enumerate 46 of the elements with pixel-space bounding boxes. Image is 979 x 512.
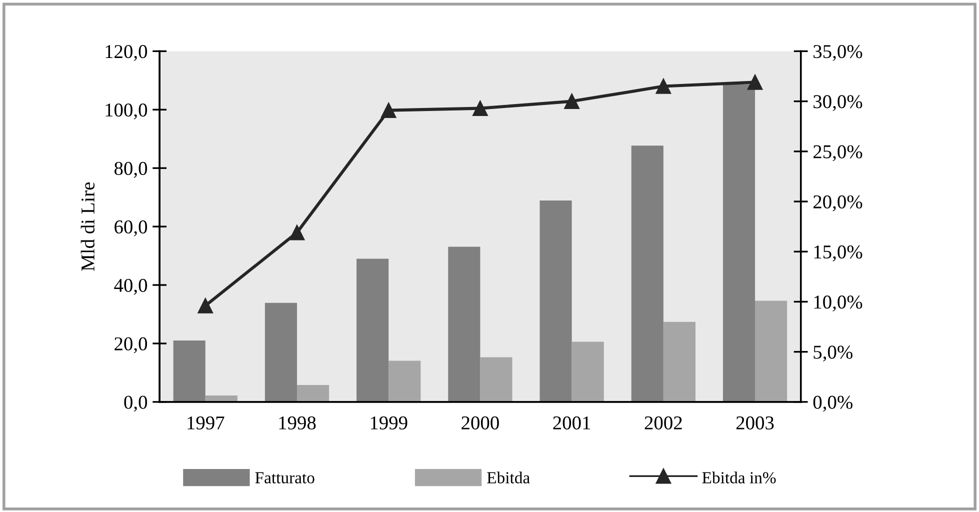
y2-tick-label: 5,0% [814,346,852,362]
bar [296,384,330,402]
point [289,224,305,240]
bar [572,342,604,402]
x-tick-label: 1999 [370,416,408,430]
y2-tick-label: 25,0% [813,145,862,162]
bar [264,302,297,402]
x-tick-label: 2003 [736,416,774,430]
point [747,74,763,90]
y-tick-label: 100,0 [106,103,148,120]
y2-tick-label: 10,0% [814,296,862,312]
y2-tick-label: 20,0% [813,195,862,212]
x-tick-label: 2002 [644,416,682,430]
bar [480,357,512,402]
bar [722,84,756,402]
y-axis-title: Mld di Lire [80,182,95,271]
bar [755,300,788,402]
x-tick-label: 2001 [553,416,590,430]
point [472,100,488,116]
bar [173,340,206,402]
y2-tick-label: 30,0% [814,95,862,112]
bar [356,258,389,402]
point [380,102,396,118]
x-tick-label: 1997 [188,416,224,430]
y-tick-label: 40,0 [114,278,148,295]
bar [631,146,664,402]
bar [388,360,421,402]
y-tick-label: 80,0 [114,162,148,178]
bar [448,246,480,402]
y2-tick-label: 0,0% [813,396,852,412]
point [656,78,672,94]
bar [540,200,572,402]
point [564,94,580,109]
y2-tick-label: 35,0% [814,45,862,61]
legend-label: Ebitda [487,472,530,484]
point [198,298,214,314]
legend-label: Ebitda in% [702,472,776,484]
x-tick-label: 1998 [279,416,316,430]
y2-tick-label: 15,0% [814,245,862,262]
y-tick-label: 0,0 [124,396,148,412]
y-tick-label: 60,0 [114,220,148,236]
y-tick-label: 20,0 [114,337,148,354]
y-tick-label: 120,0 [106,45,148,61]
x-tick-label: 2000 [462,416,499,430]
legend-label: Fatturato [255,472,314,484]
bar [663,322,696,402]
